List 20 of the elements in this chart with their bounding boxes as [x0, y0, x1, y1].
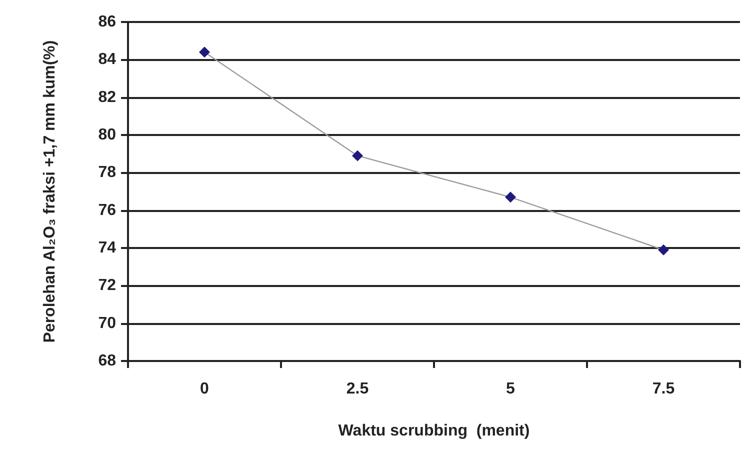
- point: [352, 150, 363, 162]
- x-tick-label: 2.5: [346, 380, 369, 398]
- x-tick-label: 7.5: [652, 380, 675, 398]
- y-tick-label: 68: [98, 352, 116, 370]
- point: [658, 244, 669, 256]
- y-tick-label: 84: [98, 51, 116, 68]
- y-tick-label: 76: [98, 202, 116, 219]
- y-tick-label: 72: [98, 277, 116, 294]
- x-tick-label: 5: [506, 380, 516, 398]
- point: [505, 192, 516, 203]
- point: [199, 46, 210, 58]
- y-axis-title: Perolehan Al₂O₃ fraksi +1,7 mm kum(%): [42, 40, 58, 343]
- y-tick-label: 70: [98, 314, 116, 332]
- x-axis-title: Waktu scrubbing (menit): [338, 422, 530, 440]
- y-tick-label: 86: [98, 14, 116, 30]
- x-tick-label: 0: [200, 380, 210, 398]
- y-tick-label: 74: [98, 240, 116, 256]
- y-tick-label: 78: [98, 164, 116, 182]
- y-tick-label: 82: [98, 88, 116, 106]
- y-tick-label: 80: [98, 126, 116, 144]
